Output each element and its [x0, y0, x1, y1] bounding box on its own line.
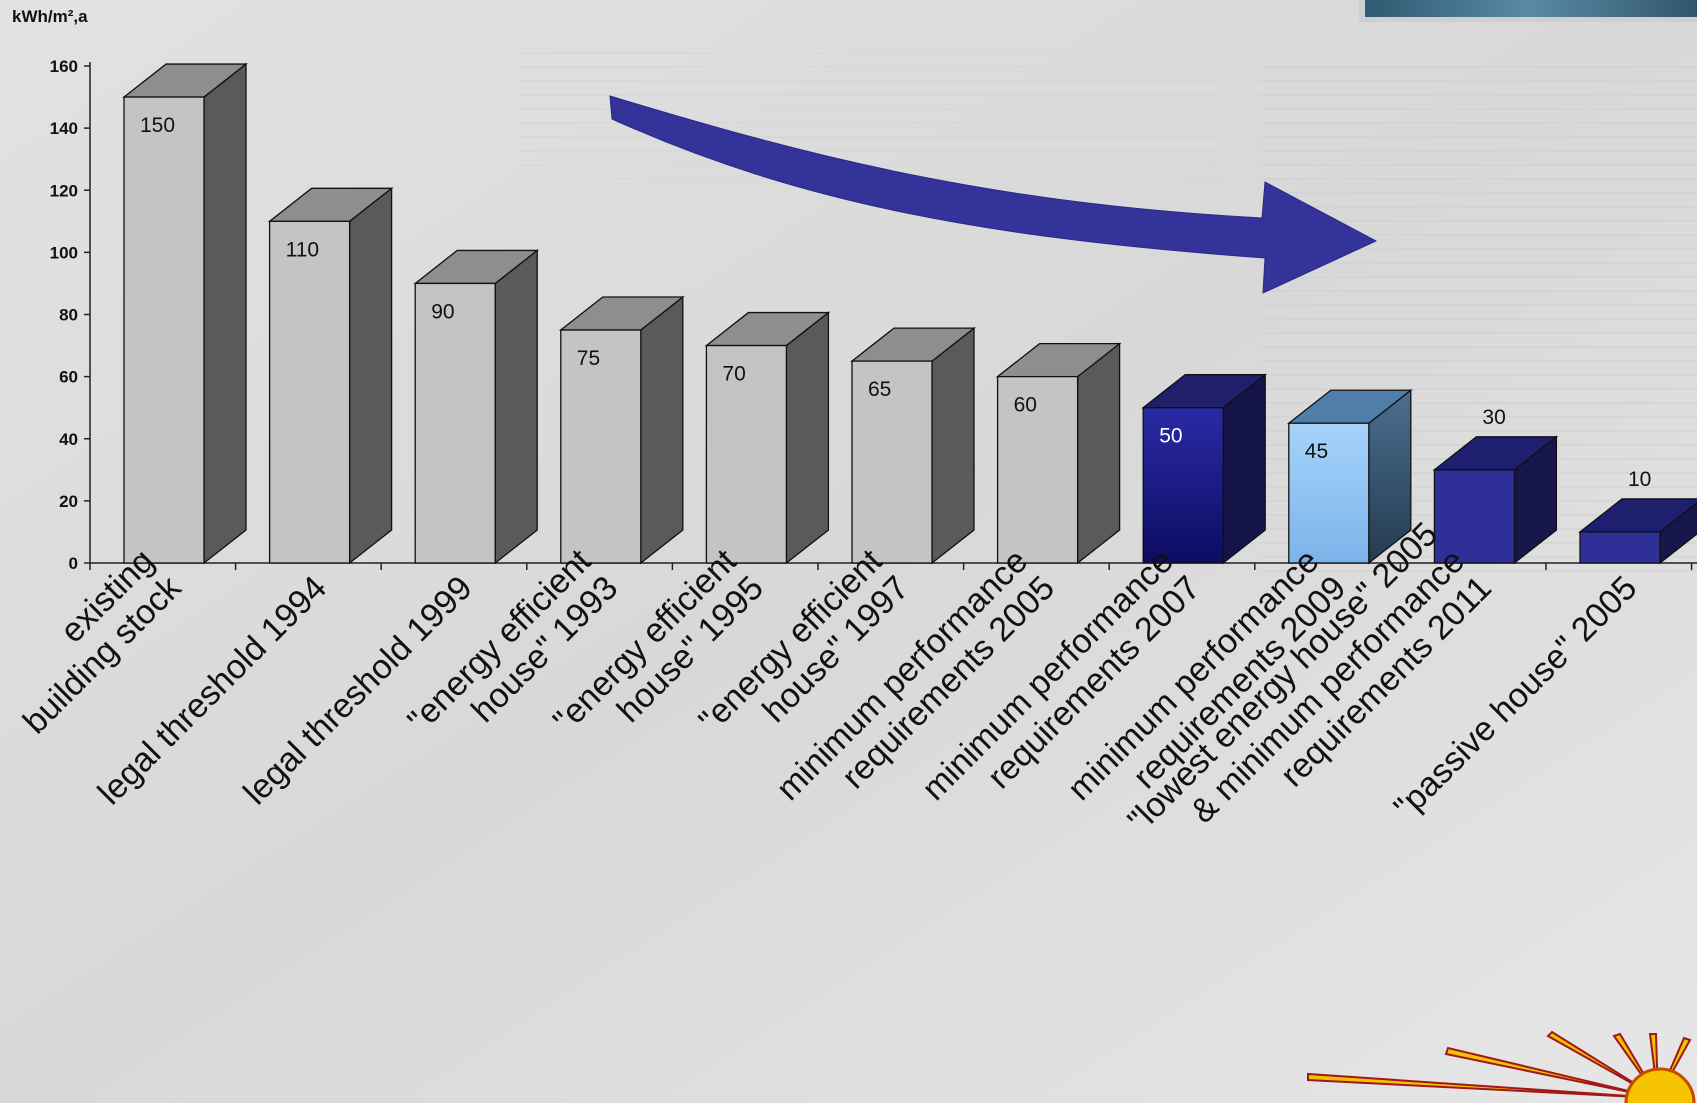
y-tick-label: 80 [59, 306, 78, 325]
bar-front-face [1288, 422, 1370, 564]
bar [413, 249, 540, 565]
bar-front-face [705, 344, 788, 564]
y-tick-label: 160 [50, 57, 78, 76]
y-axis-unit-label: kWh/m²,a [12, 7, 88, 26]
bar-front-face [414, 282, 496, 564]
bar-value-label: 90 [431, 300, 454, 323]
bar-front-face [851, 360, 933, 564]
bar-value-label: 70 [722, 363, 745, 386]
y-tick-label: 20 [59, 492, 78, 511]
bar-front-face [123, 96, 205, 564]
y-tick-label: 120 [50, 181, 78, 200]
bar [850, 326, 976, 565]
bar [267, 186, 394, 565]
y-tick-label: 100 [50, 243, 78, 262]
y-tick-label: 0 [69, 554, 78, 573]
bar [1578, 498, 1697, 565]
bar-value-label: 30 [1482, 406, 1505, 429]
bar [122, 62, 248, 565]
bar-side-face [494, 249, 538, 565]
y-tick-label: 40 [59, 430, 78, 449]
bar-front-face [1433, 469, 1516, 564]
bar-value-label: 75 [577, 347, 600, 370]
bar-front-face [1142, 407, 1224, 564]
bar-value-label: 50 [1159, 425, 1182, 448]
bar-side-face [931, 326, 975, 565]
bar-side-face [1076, 342, 1121, 565]
trend-arrow [609, 95, 1378, 294]
bar-front-face [560, 329, 642, 564]
bar-value-label: 60 [1014, 394, 1037, 417]
photo-thumbnail [1365, 0, 1697, 17]
bar-side-face [203, 62, 247, 565]
bar [1286, 388, 1413, 565]
bar-front-face [268, 220, 351, 564]
bar-front-face [1579, 531, 1661, 564]
bar [1432, 435, 1559, 565]
y-tick-label: 60 [59, 368, 78, 387]
bar-front-face [996, 375, 1079, 564]
bar-side-face [348, 186, 393, 565]
bar-value-label: 150 [140, 114, 175, 137]
bar-value-label: 110 [286, 238, 319, 261]
bar [704, 311, 831, 565]
bar-value-label: 65 [868, 378, 891, 401]
bar-side-face [785, 311, 830, 565]
bar [558, 295, 685, 565]
sun-logo [1307, 1030, 1696, 1103]
y-tick-label: 140 [50, 119, 78, 138]
bar [995, 342, 1122, 565]
bar-side-face [640, 295, 684, 565]
bar-value-label: 45 [1305, 440, 1328, 463]
bar-value-label: 10 [1628, 468, 1651, 491]
bar [1141, 373, 1268, 565]
